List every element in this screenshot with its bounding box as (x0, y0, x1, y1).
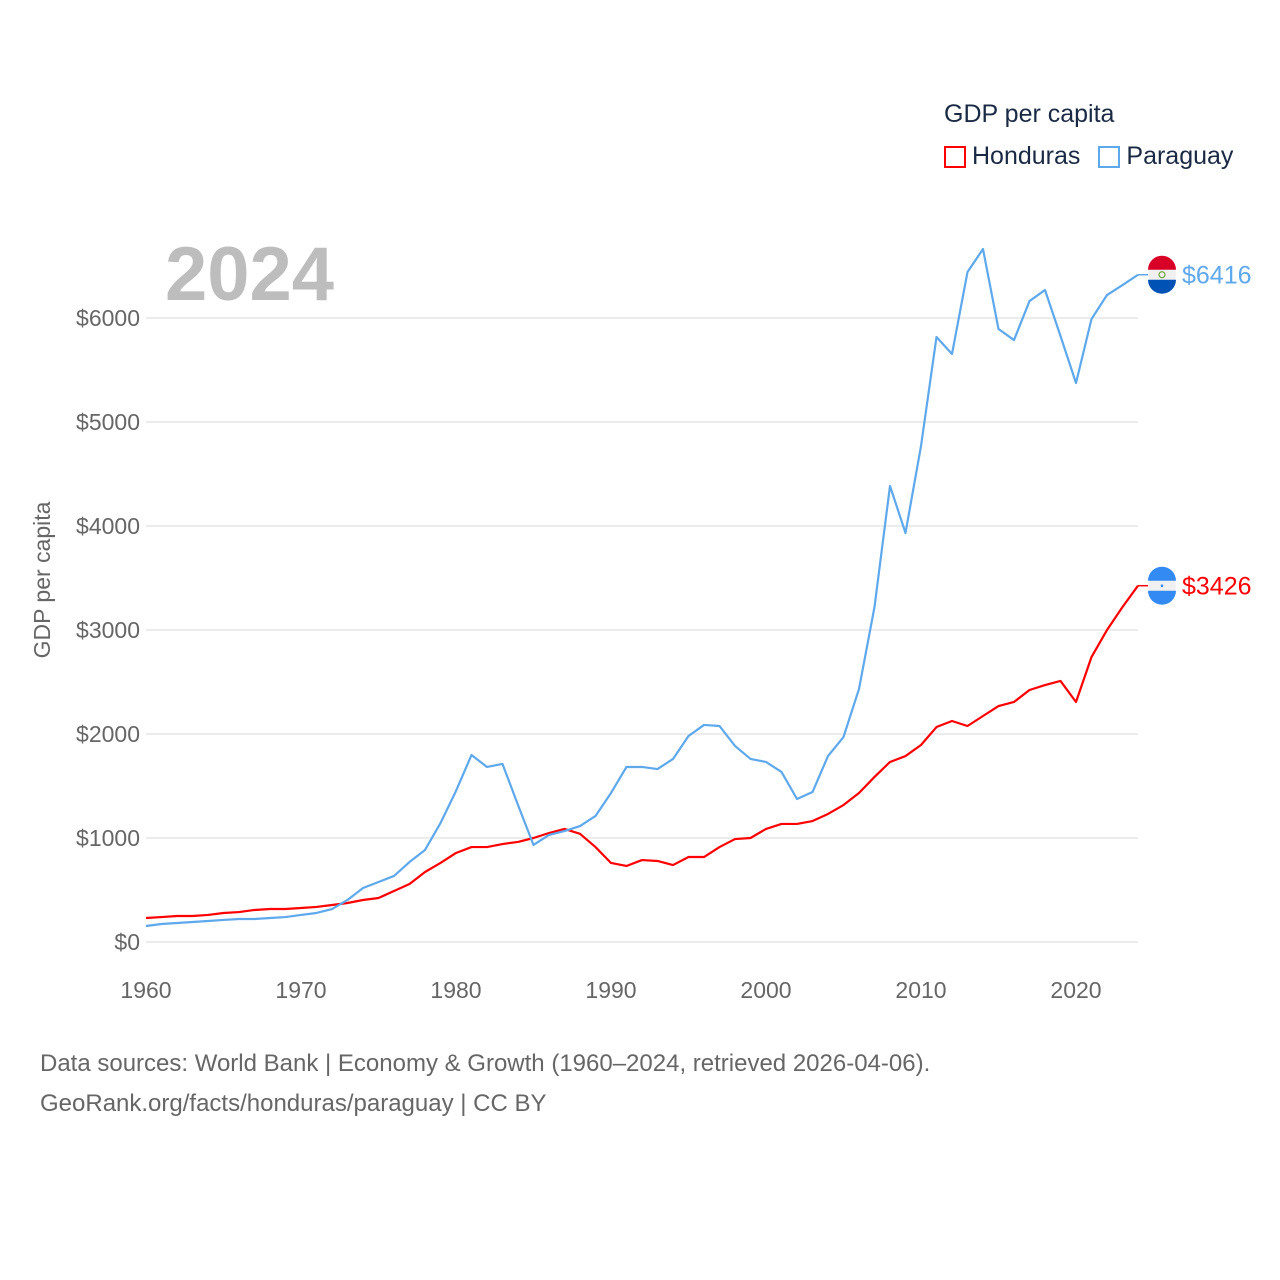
x-tick-label: 1970 (275, 977, 326, 1003)
flag-blue (1148, 279, 1176, 294)
legend: Honduras Paraguay (944, 142, 1233, 171)
data-source: Data sources: World Bank | Economy & Gro… (40, 1050, 931, 1077)
y-tick-label: $0 (114, 929, 140, 955)
legend-label: Paraguay (1126, 142, 1234, 170)
end-value-label: $6416 (1182, 262, 1252, 290)
x-tick-label: 1990 (585, 977, 636, 1003)
flag-blue-top (1148, 566, 1176, 581)
year-label: 2024 (165, 232, 334, 317)
y-tick-label: $5000 (76, 409, 140, 435)
flag-emblem (1158, 271, 1166, 279)
series-line-honduras (145, 585, 1139, 920)
x-tick-label: 1980 (430, 977, 481, 1003)
y-tick-label: $6000 (76, 305, 140, 331)
source-link[interactable]: GeoRank.org/facts/honduras/paraguay | CC… (40, 1090, 547, 1117)
legend-swatch (944, 145, 966, 168)
legend-swatch (1098, 145, 1121, 168)
y-tick-label: $4000 (76, 513, 140, 539)
legend-item-paraguay[interactable]: Paraguay (1098, 142, 1233, 171)
footer: Data sources: World Bank | Economy & Gro… (40, 1044, 930, 1124)
flag-red (1148, 255, 1176, 270)
x-tick-label: 2000 (740, 977, 791, 1003)
y-tick-label: $2000 (76, 721, 140, 747)
y-axis-label: GDP per capita (29, 501, 55, 658)
legend-item-honduras[interactable]: Honduras (944, 142, 1080, 171)
flag-star (1160, 584, 1164, 587)
honduras-flag-icon (1148, 566, 1176, 605)
flag-blue-bottom (1148, 590, 1176, 605)
series-line-paraguay (145, 247, 1139, 928)
end-value-label: $3426 (1182, 573, 1252, 601)
y-tick-label: $3000 (76, 617, 140, 643)
paraguay-flag-icon (1148, 255, 1176, 294)
legend-title: GDP per capita (944, 100, 1115, 128)
y-tick-label: $1000 (76, 825, 140, 851)
x-tick-label: 2020 (1050, 977, 1101, 1003)
legend-label: Honduras (972, 142, 1081, 170)
x-tick-label: 1960 (120, 977, 171, 1003)
x-tick-label: 2010 (895, 977, 946, 1003)
